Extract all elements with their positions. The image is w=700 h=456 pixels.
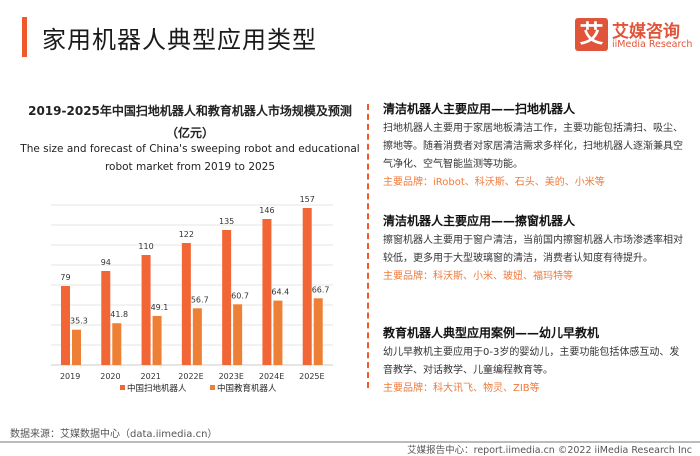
- bar-education: [233, 304, 243, 365]
- section-brands: 主要品牌：科沃斯、小米、玻妞、福玛特等: [383, 271, 573, 282]
- x-tick-label: 2024E: [259, 372, 284, 381]
- section-sweeping-robot: 清洁机器人主要应用——扫地机器人 扫地机器人主要用于家居地板清洁工作，主要功能包…: [383, 100, 683, 192]
- x-tick-label: 2023E: [219, 372, 244, 381]
- data-label: 66.7: [312, 285, 330, 294]
- legend-label: 中国扫地机器人: [127, 383, 187, 394]
- legend-swatch: [120, 385, 125, 390]
- section-title: 清洁机器人主要应用——扫地机器人: [383, 102, 576, 116]
- x-tick-label: 2020: [100, 372, 120, 381]
- bar-sweeping: [61, 286, 70, 365]
- dashed-divider: [367, 104, 369, 388]
- x-tick-label: 2025E: [299, 372, 324, 381]
- section-body: 幼儿早教机主要应用于0-3岁的婴幼儿，主要功能包括体感互动、发音教学、对话教学、…: [383, 347, 680, 376]
- bar-education: [72, 329, 81, 365]
- data-label: 41.8: [110, 310, 128, 319]
- bar-sweeping: [262, 219, 272, 365]
- bar-sweeping: [222, 230, 232, 365]
- bar-sweeping: [141, 255, 151, 365]
- bar-sweeping: [302, 208, 312, 365]
- section-edu-robot: 教育机器人典型应用案例——幼儿早教机 幼儿早教机主要应用于0-3岁的婴幼儿，主要…: [383, 324, 683, 398]
- data-label: 35.3: [70, 317, 88, 326]
- bar-sweeping: [101, 271, 111, 365]
- page-title: 家用机器人典型应用类型: [42, 26, 317, 54]
- section-brands: 主要品牌：iRobot、科沃斯、石头、美的、小米等: [383, 177, 605, 188]
- data-label: 56.7: [191, 295, 209, 304]
- data-label: 94: [101, 258, 111, 267]
- data-label: 110: [138, 242, 153, 251]
- legend-label: 中国教育机器人: [217, 383, 277, 394]
- legend-swatch: [210, 385, 215, 390]
- x-tick-label: 2021: [141, 372, 161, 381]
- data-label: 146: [259, 206, 274, 215]
- section-brands: 主要品牌：科大讯飞、物灵、ZIB等: [383, 383, 540, 394]
- data-label: 135: [219, 217, 234, 226]
- footer-divider: [0, 441, 700, 443]
- section-title: 清洁机器人主要应用——擦窗机器人: [383, 214, 576, 228]
- section-window-robot: 清洁机器人主要应用——擦窗机器人 擦窗机器人主要用于窗户清洁，当前国内擦窗机器人…: [383, 212, 683, 286]
- x-tick-label: 2022E: [178, 372, 203, 381]
- data-label: 49.1: [151, 303, 169, 312]
- section-title: 教育机器人典型应用案例——幼儿早教机: [383, 326, 600, 340]
- bar-education: [313, 298, 323, 365]
- data-label: 60.7: [231, 291, 249, 300]
- bar-sweeping: [181, 243, 191, 365]
- bar-education: [273, 300, 283, 365]
- bar-chart: 79 35.3 2019 94 41.8 2020 110 49.1 2021 122 56.7 20…: [51, 195, 333, 394]
- data-label: 64.4: [271, 288, 289, 297]
- data-source: 数据来源：艾媒数据中心（data.iimedia.cn）: [10, 429, 218, 440]
- title-accent-bar: [22, 17, 27, 57]
- section-body: 扫地机器人主要用于家居地板清洁工作，主要功能包括清扫、吸尘、擦地等。随着消费者对…: [383, 123, 683, 170]
- logo-icon: 艾: [575, 18, 608, 51]
- bar-education: [152, 315, 162, 365]
- chart-title: 2019-2025年中国扫地机器人和教育机器人市场规模及预测（亿元）: [28, 104, 352, 140]
- data-label: 79: [60, 273, 70, 282]
- chart-subtitle: The size and forecast of China's sweepin…: [20, 143, 360, 173]
- section-body: 擦窗机器人主要用于窗户清洁，当前国内擦窗机器人市场渗透率相对较低，更多用于大型玻…: [383, 235, 683, 264]
- logo-text-cn: 艾媒咨询: [612, 22, 680, 42]
- data-label: 157: [300, 195, 315, 204]
- logo-text-en: iiMedia Research: [612, 39, 693, 50]
- footer-copyright: 艾媒报告中心：report.iimedia.cn ©2022 iiMedia R…: [407, 445, 692, 456]
- bar-education: [192, 308, 202, 365]
- x-tick-label: 2019: [60, 372, 80, 381]
- bar-education: [112, 323, 122, 365]
- data-label: 122: [179, 230, 194, 239]
